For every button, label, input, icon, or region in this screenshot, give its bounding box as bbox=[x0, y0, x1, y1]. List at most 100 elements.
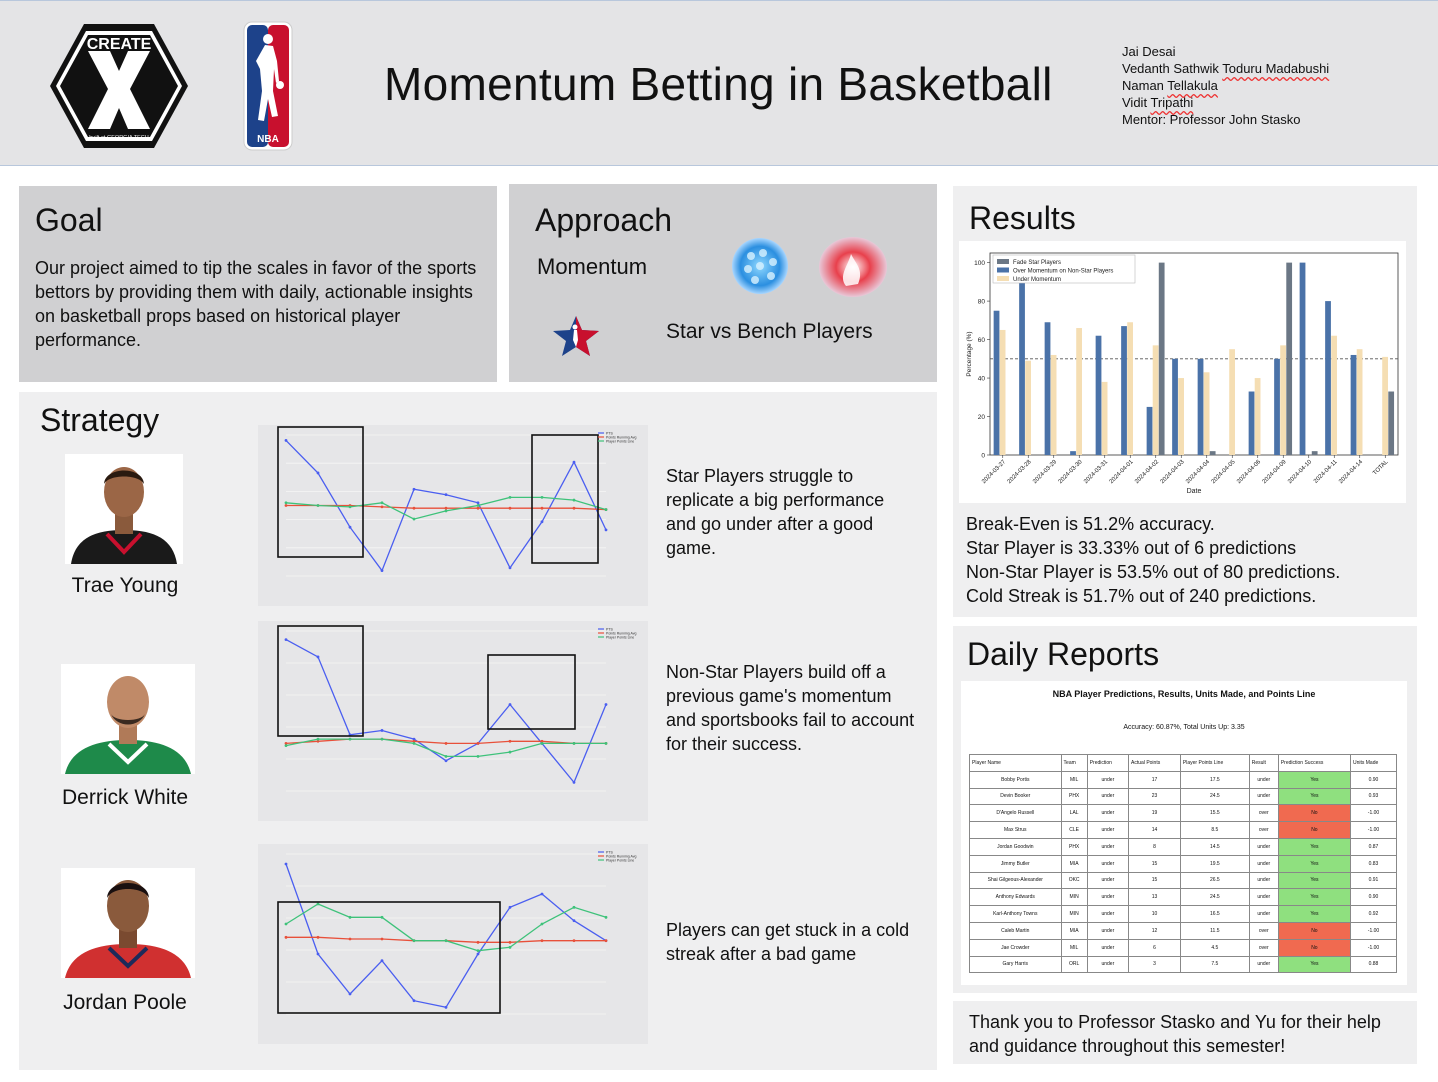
bar bbox=[1044, 322, 1051, 455]
x-tick-label: 2024-03-31 bbox=[1083, 459, 1109, 485]
legend-label: Player Points Line bbox=[606, 440, 634, 444]
table-cell: -1.00 bbox=[1349, 804, 1398, 823]
series-point bbox=[444, 742, 448, 745]
series-point bbox=[284, 504, 288, 507]
table-cell: Yes bbox=[1277, 770, 1351, 789]
author-name: Vidit Tripathi bbox=[1122, 95, 1194, 110]
table-cell: Yes bbox=[1277, 837, 1351, 856]
table-cell: Yes bbox=[1277, 888, 1351, 907]
series-point bbox=[604, 915, 608, 919]
table-header-cell: Team bbox=[1060, 754, 1088, 772]
table-cell: 16.5 bbox=[1179, 905, 1250, 923]
table-cell: over bbox=[1248, 921, 1279, 940]
table-cell: 12 bbox=[1128, 921, 1181, 940]
y-tick-label: 20 bbox=[978, 414, 986, 421]
table-cell: Anthony Edwards bbox=[969, 888, 1062, 907]
createx-logo-subtext: built at GEORGIA TECH bbox=[89, 135, 149, 141]
x-tick-label: 2024-04-11 bbox=[1313, 459, 1339, 485]
series-point bbox=[284, 501, 288, 505]
x-tick-label: TOTAL bbox=[1372, 459, 1390, 477]
series-point bbox=[284, 439, 288, 442]
author-name: Naman Tellakula bbox=[1122, 78, 1218, 93]
bar bbox=[1356, 349, 1363, 455]
table-cell: D'Angelo Russell bbox=[969, 804, 1062, 823]
table-cell: 11.5 bbox=[1179, 921, 1250, 940]
table-cell: No bbox=[1277, 804, 1351, 823]
legend-label: PTS bbox=[606, 628, 613, 632]
daily-reports-panel: Daily Reports NBA Player Predictions, Re… bbox=[953, 626, 1417, 993]
player-photo-derrick-white bbox=[61, 664, 195, 774]
table-cell: 15.5 bbox=[1179, 804, 1250, 823]
table-cell: -1.00 bbox=[1349, 921, 1398, 940]
series-point bbox=[508, 495, 512, 499]
series-point bbox=[476, 501, 480, 505]
table-cell: 4.5 bbox=[1179, 938, 1250, 957]
legend-label: Over Momentum on Non-Star Players bbox=[1013, 269, 1113, 275]
table-cell: MIL bbox=[1060, 938, 1088, 957]
bar bbox=[1388, 391, 1395, 455]
results-line: Cold Streak is 51.7% out of 240 predicti… bbox=[966, 586, 1317, 606]
bar bbox=[1254, 378, 1261, 455]
table-cell: No bbox=[1277, 821, 1351, 839]
chart-background bbox=[258, 425, 648, 606]
highlight-box bbox=[531, 434, 599, 564]
x-tick-label: 2024-03-29 bbox=[1032, 459, 1058, 485]
table-cell: 15 bbox=[1128, 854, 1181, 873]
table-header-cell: Actual Points bbox=[1128, 754, 1181, 772]
table-cell: 0.88 bbox=[1349, 955, 1398, 974]
table-cell: 8 bbox=[1128, 837, 1181, 856]
table-cell: Caleb Martin bbox=[969, 921, 1062, 940]
strategy-title: Strategy bbox=[40, 402, 160, 438]
results-line: Non-Star Player is 53.5% out of 80 predi… bbox=[966, 562, 1341, 582]
legend-label: PTS bbox=[606, 851, 613, 855]
table-cell: 26.5 bbox=[1179, 871, 1250, 890]
bar bbox=[1350, 354, 1357, 455]
table-cell: 0.93 bbox=[1349, 787, 1398, 806]
bar bbox=[1019, 281, 1025, 455]
series-point bbox=[540, 520, 544, 524]
approach-title: Approach bbox=[535, 202, 672, 238]
series-point bbox=[316, 739, 320, 743]
table-cell: MIN bbox=[1060, 888, 1088, 907]
table-cell: under bbox=[1086, 837, 1130, 856]
x-tick-label: 2024-04-03 bbox=[1160, 459, 1186, 485]
series-point bbox=[316, 504, 320, 507]
table-cell: 0.87 bbox=[1349, 837, 1398, 856]
table-cell: Yes bbox=[1277, 905, 1351, 923]
chart-background bbox=[258, 844, 648, 1044]
table-cell: 24.5 bbox=[1179, 888, 1250, 907]
table-cell: 7.5 bbox=[1179, 955, 1250, 974]
series-point bbox=[348, 915, 352, 919]
series-point bbox=[412, 742, 416, 745]
y-tick-label: 40 bbox=[978, 376, 986, 383]
chart-background bbox=[258, 621, 648, 821]
bar bbox=[993, 310, 1000, 455]
legend-label: Player Points Line bbox=[606, 636, 634, 640]
table-cell: Karl-Anthony Towns bbox=[969, 905, 1062, 923]
series-point bbox=[508, 750, 512, 754]
bar bbox=[1209, 451, 1216, 455]
series-point bbox=[316, 952, 320, 956]
table-cell: Jimmy Butler bbox=[969, 854, 1062, 873]
series-point bbox=[476, 952, 480, 956]
predictions-table: Player Name Team Prediction Actual Points Pl… bbox=[969, 754, 1398, 974]
series-point bbox=[540, 892, 544, 896]
results-summary: Break-Even is 51.2% accuracy. Star Playe… bbox=[966, 512, 1340, 608]
table-cell: 0.90 bbox=[1349, 888, 1398, 907]
results-title: Results bbox=[969, 200, 1076, 236]
legend-swatch bbox=[997, 259, 1009, 264]
series-point bbox=[380, 569, 384, 572]
table-header-cell: Player Points Line bbox=[1179, 754, 1250, 772]
table-body: Bobby Portis MIL under 17 17.5 under Yes 0.90 De… bbox=[969, 770, 1398, 974]
table-cell: under bbox=[1086, 871, 1130, 890]
table-cell: 17 bbox=[1128, 770, 1181, 789]
table-cell: ORL bbox=[1060, 955, 1088, 974]
createx-logo: CREATE built at GEORGIA TECH bbox=[50, 24, 188, 148]
table-cell: LAL bbox=[1060, 804, 1088, 823]
poster-title: Momentum Betting in Basketball bbox=[384, 58, 1053, 110]
bar bbox=[1331, 335, 1337, 455]
series-point bbox=[572, 498, 576, 502]
goal-text: Our project aimed to tip the scales in f… bbox=[35, 258, 477, 350]
table-row: Jae Crowder MIL under 6 4.5 over No -1.00 bbox=[969, 938, 1398, 957]
bar bbox=[1050, 354, 1057, 455]
